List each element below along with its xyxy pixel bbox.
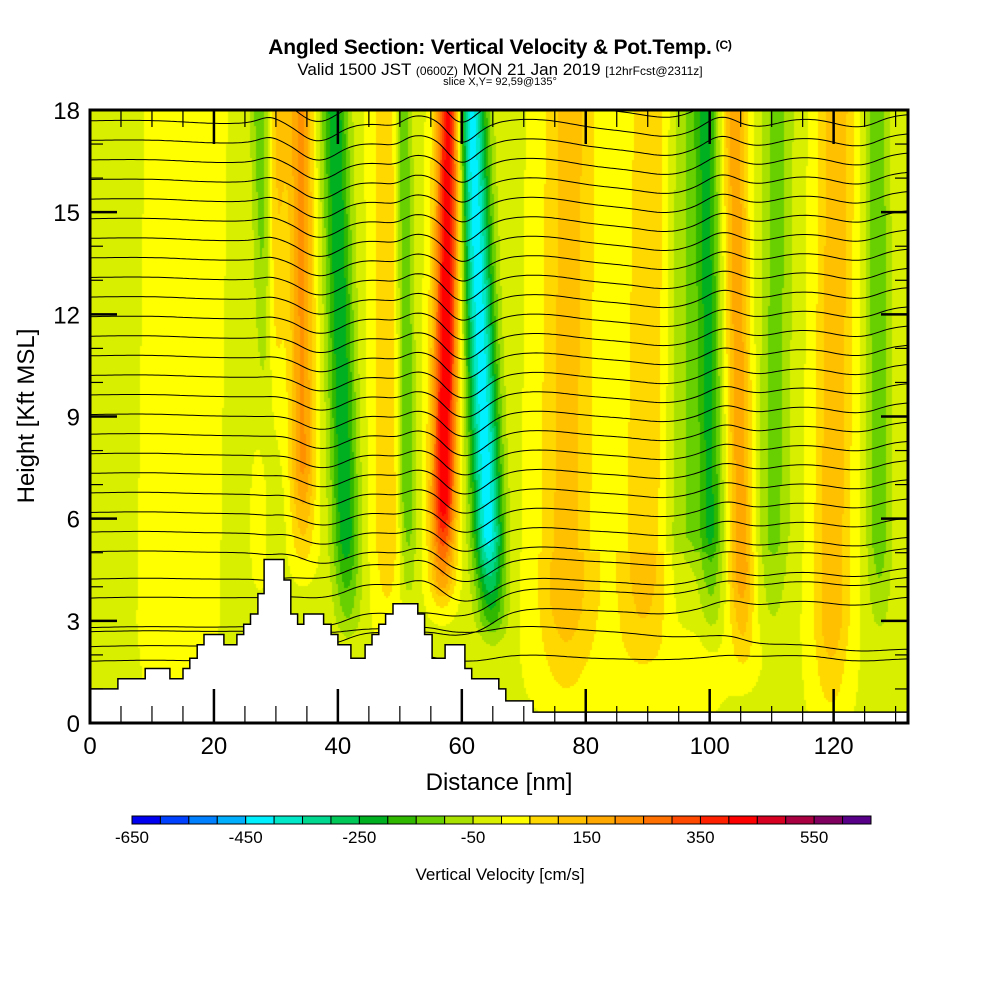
colorbar-swatch bbox=[387, 815, 417, 825]
colorbar bbox=[131, 815, 872, 825]
colorbar-swatch bbox=[529, 815, 559, 825]
colorbar-tick-label: 350 bbox=[686, 828, 714, 847]
x-tick-label: 0 bbox=[83, 733, 96, 760]
colorbar-swatch bbox=[302, 815, 332, 825]
y-axis-label: Height [Kft MSL] bbox=[13, 329, 40, 504]
chart-title-text: Angled Section: Vertical Velocity & Pot.… bbox=[268, 36, 712, 59]
colorbar-swatch bbox=[188, 815, 218, 825]
x-axis-label: Distance [nm] bbox=[426, 769, 573, 796]
x-tick-label: 100 bbox=[690, 733, 730, 760]
x-tick-label: 60 bbox=[448, 733, 475, 760]
colorbar-swatch bbox=[586, 815, 616, 825]
y-tick-labels: 0 3 6 9 12 15 18 bbox=[53, 98, 80, 738]
theta-contour-line bbox=[90, 402, 908, 437]
theta-contour-line bbox=[90, 626, 908, 652]
slice-label: slice X,Y= 92,59@135° bbox=[443, 76, 557, 88]
theta-contour-line bbox=[90, 498, 908, 533]
theta-contour-line bbox=[293, 110, 697, 123]
colorbar-swatch bbox=[472, 815, 503, 825]
colorbar-swatch bbox=[785, 815, 815, 825]
colorbar-swatch bbox=[813, 815, 844, 825]
x-tick-label: 40 bbox=[325, 733, 352, 760]
theta-contour-line bbox=[90, 267, 908, 302]
theta-contour-line bbox=[90, 577, 908, 629]
theta-contour-line bbox=[90, 306, 908, 341]
forecast-label: [12hrFcst@2311z] bbox=[605, 64, 703, 78]
theta-contour-line bbox=[90, 383, 908, 418]
colorbar-swatch bbox=[358, 815, 389, 825]
theta-contour-line bbox=[90, 421, 908, 457]
terrain bbox=[89, 558, 909, 724]
y-tick-label: 15 bbox=[53, 200, 80, 227]
valid-date: MON 21 Jan 2019 bbox=[462, 60, 601, 79]
colorbar-tick-label: 550 bbox=[800, 828, 828, 847]
theta-contour-line bbox=[90, 364, 908, 399]
y-tick-label: 18 bbox=[53, 98, 80, 125]
colorbar-swatch bbox=[614, 815, 645, 825]
axis-ticks bbox=[88, 108, 908, 725]
theta-contour-line bbox=[90, 536, 908, 571]
theta-contour-line bbox=[90, 440, 908, 476]
theta-contour-line bbox=[90, 460, 908, 495]
colorbar-tick-labels: -650 -450 -250 -50 150 350 550 bbox=[115, 828, 828, 847]
colorbar-tick-label: -50 bbox=[461, 828, 486, 847]
terrain-profile bbox=[89, 558, 909, 724]
theta-contour-line bbox=[90, 479, 908, 514]
theta-contour-line bbox=[90, 210, 908, 243]
colorbar-swatch bbox=[216, 815, 247, 825]
colorbar-swatch bbox=[756, 815, 787, 825]
theta-contour-line bbox=[90, 248, 908, 282]
colorbar-tick-label: -450 bbox=[229, 828, 263, 847]
y-tick-label: 3 bbox=[67, 609, 80, 636]
theta-contour-line bbox=[90, 229, 908, 262]
theta-contour-line bbox=[90, 171, 908, 203]
valid-prefix: Valid 1500 JST bbox=[297, 60, 412, 79]
colorbar-swatch bbox=[245, 815, 275, 825]
theta-contour-line bbox=[90, 344, 908, 380]
theta-contour-line bbox=[90, 567, 908, 602]
x-tick-label: 80 bbox=[572, 733, 599, 760]
colorbar-swatch bbox=[643, 815, 673, 825]
colorbar-swatch bbox=[444, 815, 474, 825]
colorbar-tick-label: -250 bbox=[342, 828, 376, 847]
theta-contour-line bbox=[90, 133, 908, 163]
theta-contour-line bbox=[90, 517, 908, 552]
x-tick-label: 20 bbox=[201, 733, 228, 760]
colorbar-tick-label: 150 bbox=[573, 828, 601, 847]
y-tick-label: 9 bbox=[67, 405, 80, 432]
colorbar-swatch bbox=[159, 815, 190, 825]
colorbar-swatch bbox=[273, 815, 304, 825]
colorbar-swatch bbox=[557, 815, 588, 825]
colorbar-swatch bbox=[671, 815, 701, 825]
colorbar-swatch bbox=[699, 815, 730, 825]
theta-contour-line bbox=[90, 548, 908, 582]
y-tick-label: 6 bbox=[67, 507, 80, 534]
x-tick-labels: 0 20 40 60 80 100 120 bbox=[83, 733, 853, 760]
chart-title-tag: (C) bbox=[715, 38, 732, 52]
y-tick-label: 0 bbox=[67, 711, 80, 738]
theta-contour-line bbox=[90, 287, 908, 321]
x-tick-label: 120 bbox=[814, 733, 854, 760]
theta-contours bbox=[90, 110, 908, 663]
colorbar-swatch bbox=[330, 815, 360, 825]
theta-contour-line bbox=[90, 325, 908, 360]
colorbar-swatch bbox=[842, 815, 872, 825]
colorbar-swatch bbox=[501, 815, 531, 825]
colorbar-title: Vertical Velocity [cm/s] bbox=[415, 865, 584, 884]
y-tick-label: 12 bbox=[53, 302, 80, 329]
colorbar-swatch bbox=[415, 815, 446, 825]
colorbar-swatch bbox=[728, 815, 758, 825]
chart-subtitle: Valid 1500 JST (0600Z) MON 21 Jan 2019 [… bbox=[0, 60, 1000, 80]
colorbar-swatch bbox=[131, 815, 161, 825]
chart-title: Angled Section: Vertical Velocity & Pot.… bbox=[0, 36, 1000, 60]
theta-contour-line bbox=[90, 152, 908, 183]
theta-contour-line bbox=[90, 191, 908, 223]
colorbar-tick-label: -650 bbox=[115, 828, 149, 847]
valid-utc: (0600Z) bbox=[415, 64, 458, 78]
